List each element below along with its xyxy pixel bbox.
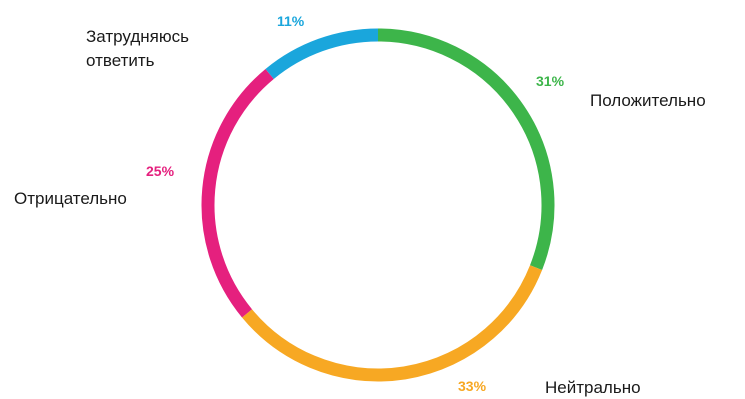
percent-label-negative: 25%: [146, 163, 175, 179]
category-label-positive: Положительно: [590, 91, 706, 110]
percent-label-positive: 31%: [536, 73, 565, 89]
arc-negative: [201, 69, 274, 318]
category-label-unsure-line1: Затрудняюсь: [86, 27, 189, 46]
category-label-unsure-line2: ответить: [86, 51, 155, 70]
category-label-negative: Отрицательно: [14, 189, 127, 208]
percent-label-neutral: 33%: [458, 378, 487, 394]
arc-positive: [377, 28, 555, 270]
arc-unsure: [265, 28, 379, 80]
category-label-neutral: Нейтрально: [545, 378, 641, 397]
chart-arcs: [201, 28, 555, 382]
percent-label-unsure: 11%: [277, 13, 305, 29]
arc-neutral: [242, 265, 543, 382]
